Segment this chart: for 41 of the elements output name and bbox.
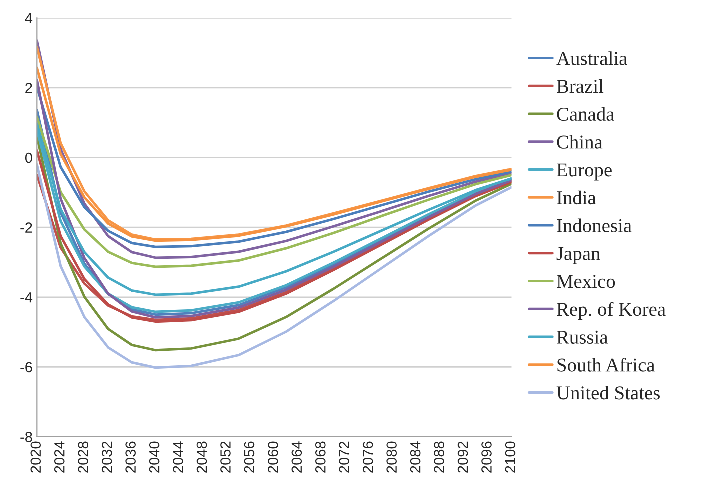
x-tick-label: 2068 xyxy=(315,442,326,473)
legend-label: Europe xyxy=(557,164,612,181)
legend-label: South Africa xyxy=(558,358,656,372)
y-tick-label: -6 xyxy=(20,362,32,373)
x-tick-label: 2064 xyxy=(292,442,302,473)
legend-label: Australia xyxy=(556,52,628,66)
legend-label: Mexico xyxy=(557,275,616,288)
x-tick-label: 2084 xyxy=(410,442,421,473)
x-tick-label: 2052 xyxy=(220,442,231,473)
legend-label: Rep. of Korea xyxy=(557,302,666,320)
y-tick-label: -8 xyxy=(20,432,32,442)
x-tick-label: 2088 xyxy=(434,442,444,473)
x-tick-label: 2096 xyxy=(482,442,492,473)
x-tick-label: 2056 xyxy=(244,442,255,473)
x-tick-label: 2036 xyxy=(126,442,136,473)
x-tick-label: 2076 xyxy=(362,442,374,473)
legend-label: India xyxy=(557,190,596,205)
x-tick-label: 2048 xyxy=(196,442,208,473)
x-tick-label: 2060 xyxy=(268,442,278,473)
y-tick-label: 2 xyxy=(26,83,32,94)
x-tick-label: 2092 xyxy=(458,442,468,473)
y-tick-label: -2 xyxy=(20,222,32,233)
legend-label: Russia xyxy=(557,330,608,344)
legend-label: Brazil xyxy=(557,79,604,94)
x-tick-label: 2032 xyxy=(102,442,112,473)
y-tick-label: 0 xyxy=(25,152,32,164)
x-tick-label: 2080 xyxy=(386,442,397,473)
legend-label: United States xyxy=(556,386,660,400)
legend-label: China xyxy=(557,135,603,149)
legend-label: Indonesia xyxy=(557,218,632,232)
legend-label: Japan xyxy=(556,247,600,264)
x-tick-label: 2044 xyxy=(173,442,184,473)
x-tick-label: 2020 xyxy=(30,442,42,473)
x-tick-label: 2024 xyxy=(54,442,65,473)
x-tick-label: 2072 xyxy=(339,442,350,473)
x-tick-label: 2028 xyxy=(78,442,89,473)
y-tick-label: -4 xyxy=(20,292,33,303)
x-tick-label: 2040 xyxy=(149,442,160,473)
x-tick-label: 2100 xyxy=(505,442,516,473)
y-tick-label: 4 xyxy=(25,13,33,24)
legend-label: Canada xyxy=(557,107,614,122)
